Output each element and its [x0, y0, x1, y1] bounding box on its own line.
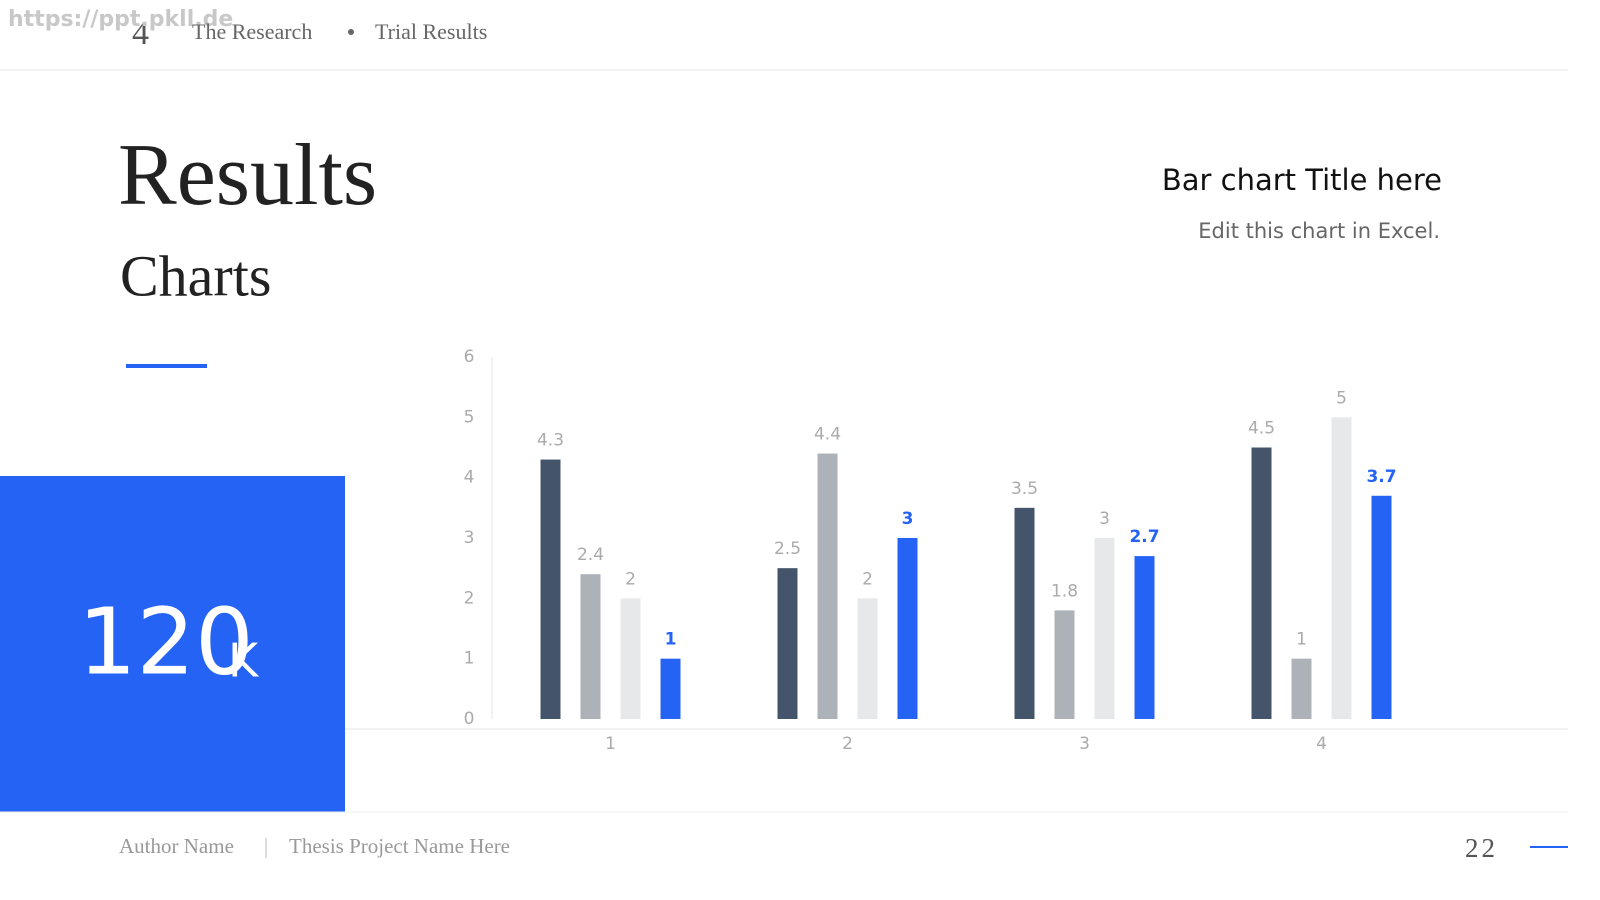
- data-label: 3: [902, 509, 914, 529]
- bar: [580, 574, 601, 719]
- data-label: 4.5: [1248, 419, 1275, 439]
- data-label: 4.3: [537, 431, 564, 451]
- data-label: 2: [625, 569, 636, 589]
- bar: [897, 538, 918, 719]
- bar: [1251, 447, 1272, 719]
- watermark: https://ppt.pkll.de: [8, 7, 233, 32]
- x-tick-label: 4: [1316, 734, 1327, 754]
- page-number: 22: [1465, 833, 1498, 863]
- stat-unit: K: [228, 634, 260, 688]
- stat-box: [0, 476, 345, 812]
- bar: [1134, 556, 1155, 719]
- data-label: 3.5: [1011, 479, 1038, 499]
- bar: [1371, 495, 1392, 719]
- page-title: Trial Results: [375, 19, 487, 44]
- y-tick-label: 2: [464, 588, 475, 608]
- bar: [1331, 417, 1352, 719]
- y-tick-label: 6: [464, 347, 475, 367]
- y-tick-label: 0: [464, 709, 475, 729]
- section-name: The Research: [192, 19, 312, 44]
- data-label: 3.7: [1366, 467, 1396, 487]
- bar: [777, 568, 798, 719]
- data-label: 4.4: [814, 425, 841, 445]
- data-label: 5: [1336, 388, 1347, 408]
- footer-author: Author Name: [119, 834, 234, 858]
- section-number: 4: [132, 15, 149, 52]
- bar: [620, 598, 641, 719]
- data-label: 1: [665, 630, 677, 650]
- data-label: 2.4: [577, 545, 604, 565]
- y-tick-label: 1: [464, 649, 475, 669]
- y-tick-label: 5: [464, 407, 475, 427]
- bar: [540, 459, 561, 719]
- bar: [1291, 658, 1312, 719]
- bar: [817, 453, 838, 719]
- chart-title: Bar chart Title here: [1162, 163, 1442, 197]
- data-label: 2.7: [1129, 527, 1159, 547]
- bar: [1094, 538, 1115, 719]
- slide-subtitle: Charts: [120, 243, 271, 308]
- bar: [660, 658, 681, 719]
- x-tick-label: 2: [842, 734, 853, 754]
- slide-title: Results: [118, 127, 377, 224]
- data-label: 2: [862, 569, 873, 589]
- y-tick-label: 3: [464, 528, 475, 548]
- bullet: [348, 29, 354, 35]
- stat-number: 120: [78, 588, 254, 695]
- chart-subtitle: Edit this chart in Excel.: [1198, 219, 1440, 243]
- footer-project: Thesis Project Name Here: [289, 834, 510, 858]
- data-label: 3: [1099, 509, 1110, 529]
- bar: [1014, 507, 1035, 719]
- x-tick-label: 3: [1079, 734, 1090, 754]
- bar: [857, 598, 878, 719]
- y-tick-label: 4: [464, 468, 475, 488]
- data-label: 1.8: [1051, 581, 1078, 601]
- data-label: 1: [1296, 630, 1307, 650]
- data-label: 2.5: [774, 539, 801, 559]
- bar: [1054, 610, 1075, 719]
- x-tick-label: 1: [605, 734, 616, 754]
